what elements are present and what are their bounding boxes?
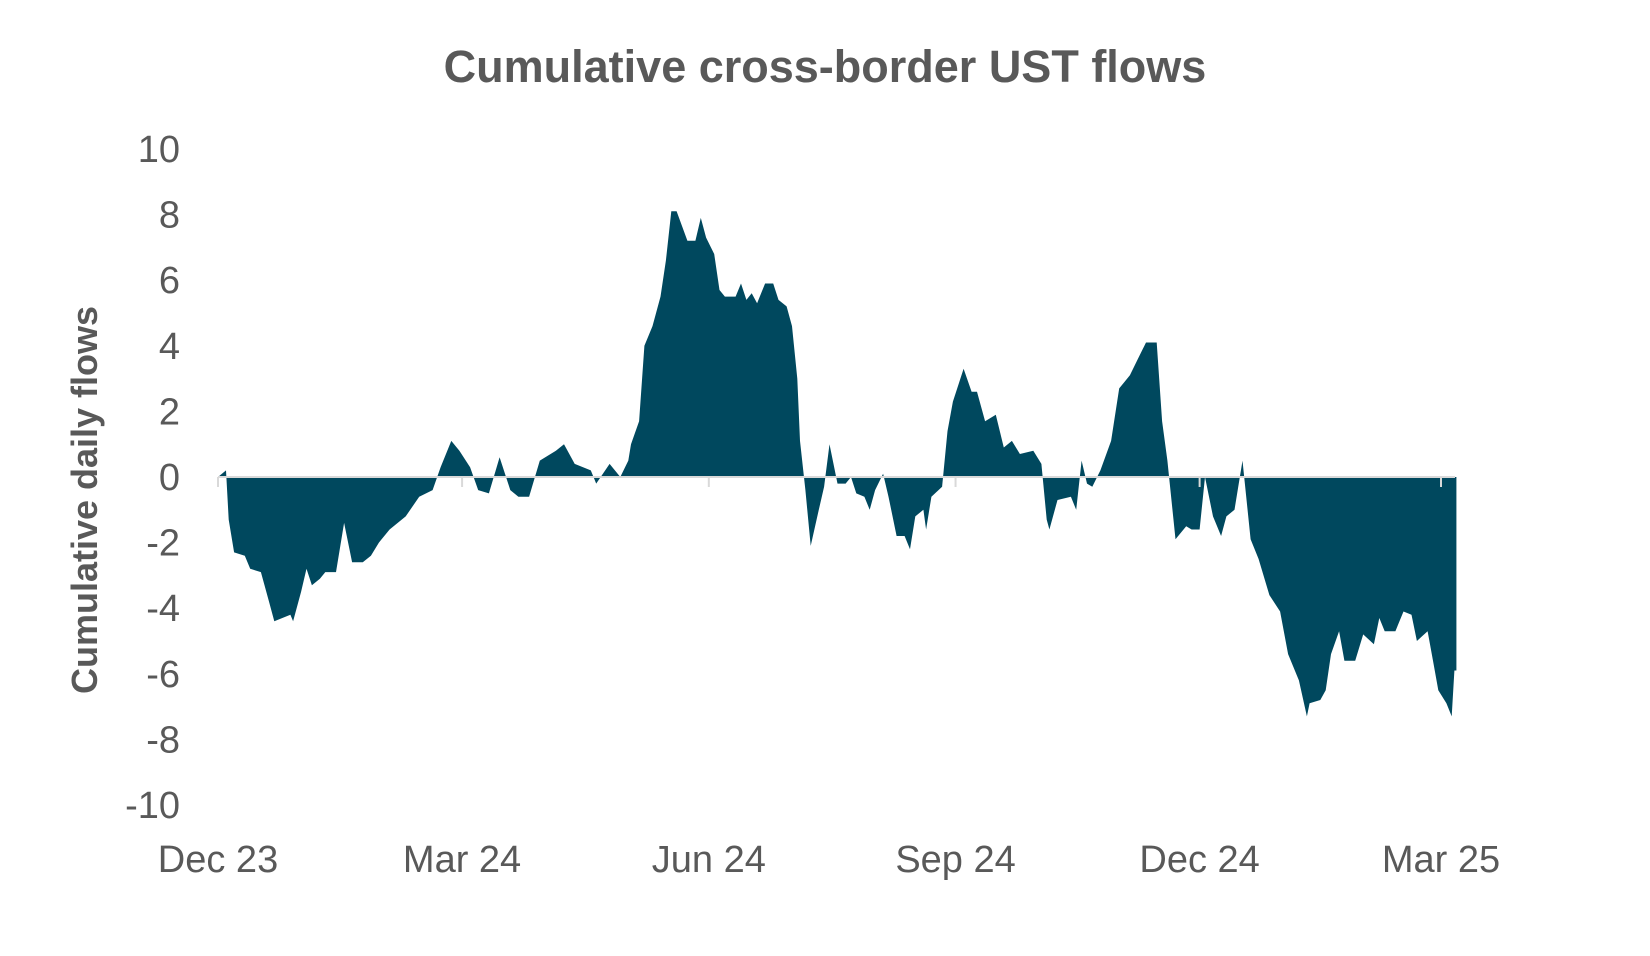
y-tick-label: -4 — [146, 588, 180, 630]
y-tick-label: 2 — [159, 391, 180, 433]
x-tick-label: Mar 24 — [403, 839, 521, 881]
chart-title: Cumulative cross-border UST flows — [444, 41, 1207, 92]
y-tick-label: -6 — [146, 654, 180, 696]
y-axis-label: Cumulative daily flows — [64, 306, 105, 694]
y-tick-label: 0 — [159, 457, 180, 499]
y-tick-label: -10 — [125, 785, 180, 827]
y-tick-label: -8 — [146, 719, 180, 761]
x-tick-label: Mar 25 — [1382, 839, 1500, 881]
y-tick-label: 4 — [159, 326, 180, 368]
x-tick-label: Dec 24 — [1139, 839, 1259, 881]
area-layer — [218, 211, 1457, 717]
y-tick-label: 6 — [159, 260, 180, 302]
series-area — [218, 211, 1457, 717]
x-tick-label: Jun 24 — [652, 839, 766, 881]
x-tick-label: Dec 23 — [158, 839, 278, 881]
y-tick-label: 10 — [138, 129, 180, 171]
y-tick-label: -2 — [146, 523, 180, 565]
y-tick-label: 8 — [159, 195, 180, 237]
axis-layer: Dec 23 Mar 24 Jun 24 Sep 24 Dec 24 Mar 25 10 8 6… — [125, 129, 1500, 881]
x-tick-label: Sep 24 — [895, 839, 1015, 881]
